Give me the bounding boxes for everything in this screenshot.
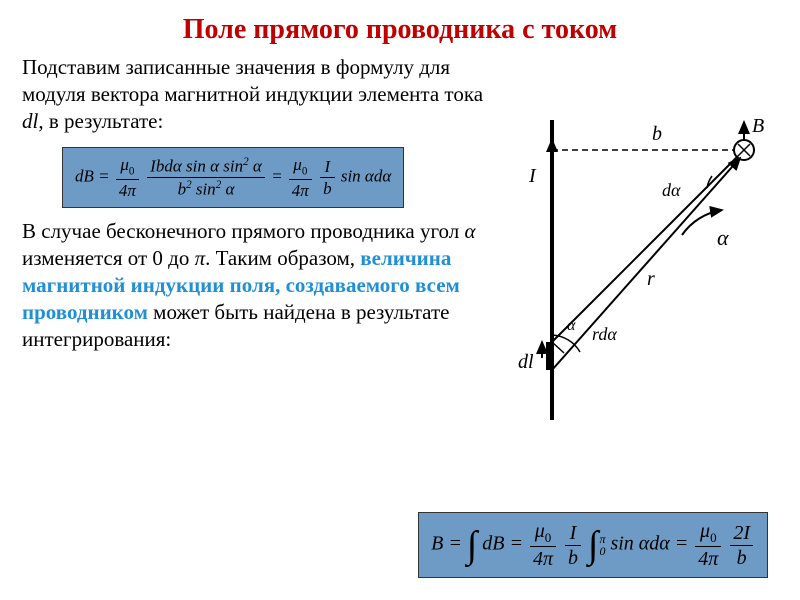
f2-I: I <box>565 523 581 546</box>
f2-2I: 2I <box>730 523 753 546</box>
diagram-label-b: b <box>652 123 662 145</box>
f1-frac2: Ibdα sin α sin2 α b2 sin2 α <box>147 157 265 197</box>
f2-frac4: 2I b <box>730 523 753 568</box>
f2-sub0: 0 <box>545 530 552 545</box>
f1-4pi: 4π <box>116 180 139 199</box>
f2-eq2: = <box>509 533 523 555</box>
diagram-label-I: I <box>528 165 537 187</box>
f1-4pi2: 4π <box>289 180 312 199</box>
f1-mu2: μ <box>293 155 302 174</box>
f2-lim-bot: 0 <box>599 545 605 557</box>
page-title: Поле прямого проводника с током <box>0 0 800 54</box>
paragraph-2: В случае бесконечного прямого проводника… <box>22 218 522 352</box>
f1-mu: μ <box>120 155 129 174</box>
f2-eq3: = <box>675 533 689 555</box>
f1-lhs: dB <box>75 166 94 185</box>
f2-frac1: μ0 4π <box>530 521 556 569</box>
para2-b: изменяется от 0 до <box>22 246 195 270</box>
para2-pi: π <box>195 246 206 270</box>
diagram-label-alpha2: α <box>567 317 576 334</box>
f2-sub02: 0 <box>710 530 717 545</box>
f1-den-b: sin <box>192 180 216 199</box>
formula-2-container: B = ∫ dB = μ0 4π I b ∫ π 0 sin αdα = μ0 … <box>418 512 768 578</box>
f2-frac3: μ0 4π <box>695 521 721 569</box>
f2-int1: ∫ <box>467 526 477 564</box>
diagram-label-alpha: α <box>717 225 729 250</box>
content-area: Подставим записанные значения в формулу … <box>0 54 800 352</box>
formula-2: B = ∫ dB = μ0 4π I b ∫ π 0 sin αdα = μ0 … <box>418 512 768 578</box>
para2-alpha: α <box>465 219 476 243</box>
f1-sub02: 0 <box>302 165 308 177</box>
f2-mid: sin αdα <box>610 533 669 555</box>
f2-4pi2: 4π <box>695 547 721 569</box>
f2-dB: dB <box>482 533 504 555</box>
diagram-label-dalpha: dα <box>662 180 681 200</box>
para1-text-b: , в результате: <box>38 109 163 133</box>
f2-b2: b <box>730 546 753 568</box>
wire-diagram: I b B r dα α α rdα dl <box>512 110 772 430</box>
para2-a: В случае бесконечного прямого проводника… <box>22 219 465 243</box>
f1-frac4: I b <box>320 158 335 197</box>
f1-b: b <box>320 178 335 197</box>
diagram-label-rda: rdα <box>592 324 617 344</box>
f1-sub0: 0 <box>129 165 135 177</box>
f1-den-c: α <box>221 180 234 199</box>
paragraph-1: Подставим записанные значения в формулу … <box>22 54 492 135</box>
diagram-label-dl: dl <box>518 351 534 373</box>
f1-I: I <box>320 158 335 178</box>
f2-mu2: μ <box>700 520 710 542</box>
f1-num-a: Ibdα sin α sin <box>150 157 243 176</box>
f2-mu: μ <box>535 520 545 542</box>
f1-den-a: b <box>178 180 187 199</box>
f1-tail: sin αdα <box>341 166 391 185</box>
para2-c: . Таким образом, <box>205 246 360 270</box>
f2-intlim: π 0 <box>599 533 605 557</box>
para1-text-a: Подставим записанные значения в формулу … <box>22 55 483 106</box>
f2-4pi: 4π <box>530 547 556 569</box>
f2-b: b <box>565 546 581 568</box>
f1-frac1: μ0 4π <box>116 156 139 199</box>
para1-dl: dl <box>22 109 38 133</box>
f2-lhs: B <box>431 533 443 555</box>
diagram-label-r: r <box>647 268 655 290</box>
f1-frac3: μ0 4π <box>289 156 312 199</box>
diagram-label-B: B <box>752 115 764 137</box>
formula-1: dB = μ0 4π Ibdα sin α sin2 α b2 sin2 α =… <box>62 147 404 208</box>
f1-eq2: = <box>271 166 282 185</box>
f2-frac2: I b <box>565 523 581 568</box>
f2-int2: ∫ <box>588 526 598 564</box>
f1-eq1: = <box>98 166 109 185</box>
f1-num-b: α <box>249 157 262 176</box>
f2-eq1: = <box>448 533 462 555</box>
